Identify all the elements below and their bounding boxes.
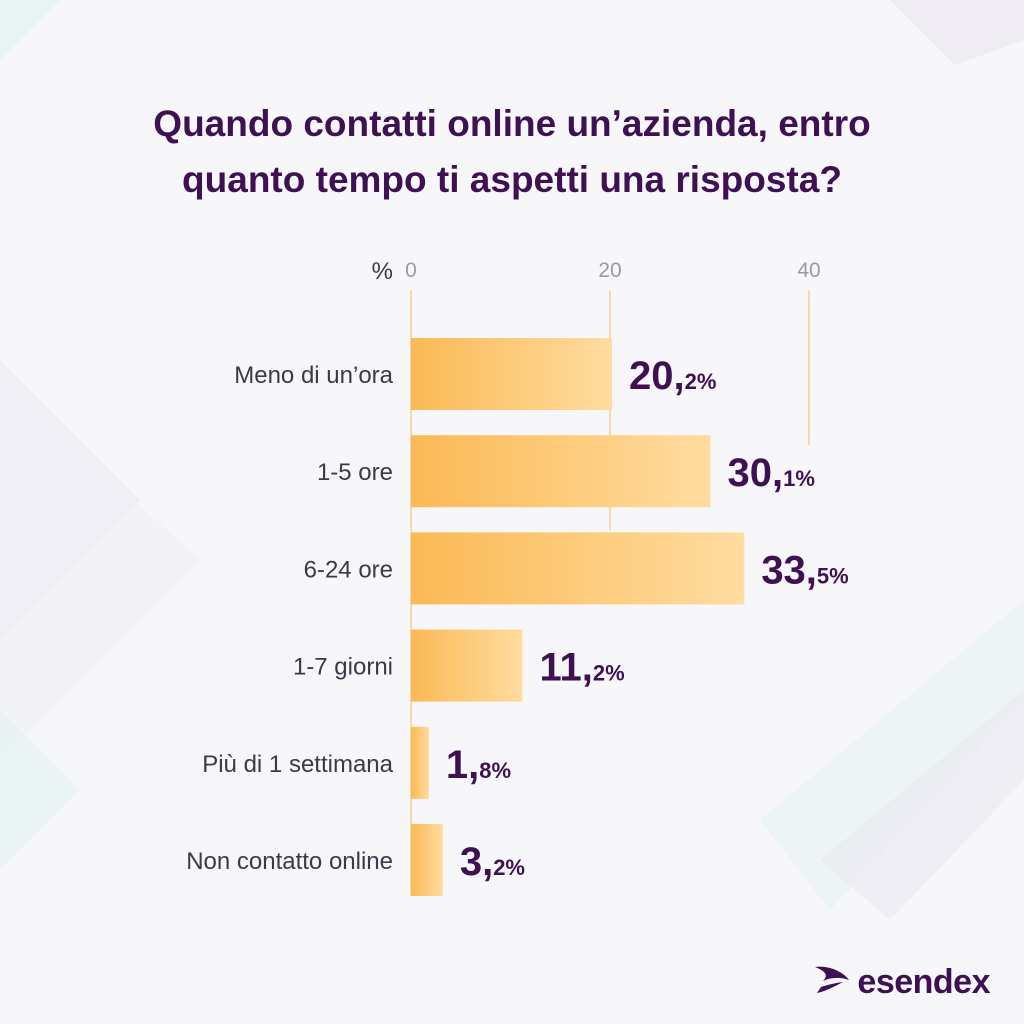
value-label-6: 3,2% <box>460 840 525 884</box>
value-label-3: 33,5% <box>761 548 848 592</box>
category-label-5: Più di 1 settimana <box>202 751 393 778</box>
category-label-1: Meno di un’ora <box>234 362 393 389</box>
category-label-6: Non contatto online <box>186 848 393 875</box>
bar-5 <box>411 726 429 799</box>
value-label-4: 11,2% <box>539 646 624 690</box>
x-tick-label-40: 40 <box>797 259 820 282</box>
value-label-5: 1,8% <box>446 743 511 787</box>
bars <box>411 338 745 896</box>
bar-1 <box>411 338 612 410</box>
bar-2 <box>411 435 711 508</box>
category-label-2: 1-5 ore <box>317 459 393 486</box>
chart-title: Quando contatti online un’azienda, entro… <box>0 96 1024 208</box>
bar-4 <box>411 629 523 702</box>
chart-title-line-2: quanto tempo ti aspetti una risposta? <box>182 159 842 200</box>
bar-3 <box>411 532 745 605</box>
x-axis-unit: % <box>372 258 393 285</box>
category-label-4: 1-7 giorni <box>293 654 393 681</box>
x-axis-ticks: 0 20 40% <box>372 258 821 285</box>
esendex-logo: esendex <box>813 963 990 1002</box>
esendex-swoosh-icon <box>813 963 851 1002</box>
x-tick-label-20: 20 <box>598 259 621 282</box>
category-labels: Meno di un’ora 1-5 ore 6-24 ore 1-7 giorni P… <box>186 362 393 875</box>
value-label-1: 20,2% <box>629 354 716 398</box>
value-labels: 20,2% 30,1% 33,5% 11,2% 1,8% 3,2% <box>446 354 849 884</box>
brand-name: esendex <box>857 963 990 1001</box>
category-label-3: 6-24 ore <box>304 556 393 583</box>
chart-title-line-1: Quando contatti online un’azienda, entro <box>153 103 871 144</box>
bar-6 <box>411 824 443 896</box>
value-label-2: 30,1% <box>727 451 814 495</box>
x-tick-label-0: 0 <box>405 259 417 282</box>
